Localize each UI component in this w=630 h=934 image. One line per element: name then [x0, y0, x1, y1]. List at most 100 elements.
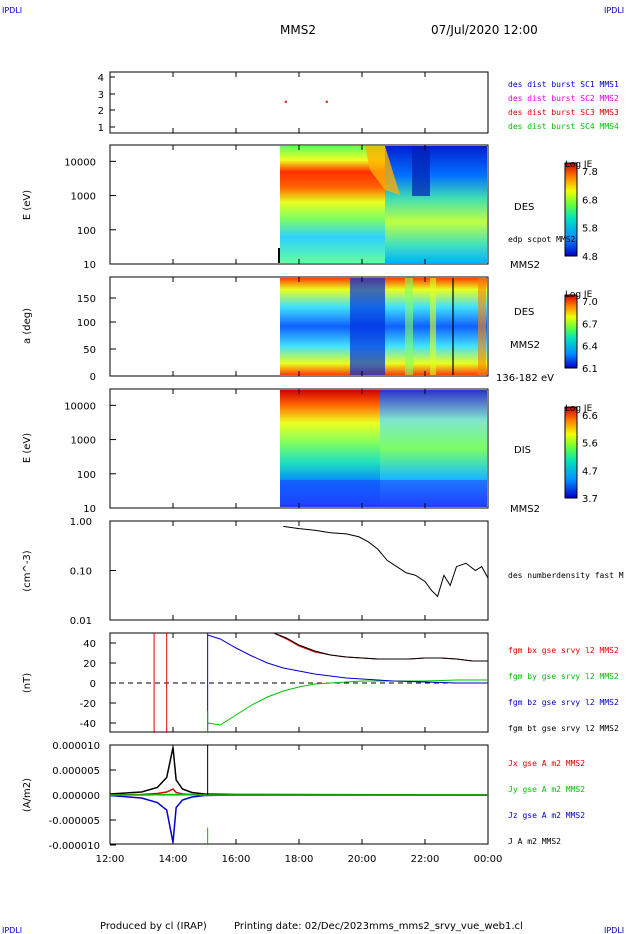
- footer-file-name: mms_mms2_srvy_vue_web1.cl: [369, 921, 523, 932]
- burst-legend-entry: des dist burst SC2 MMS2: [508, 94, 619, 103]
- dynamic-layer: 12:00 14:00 16:00 18:00 20:00 22:00 00:00 4 3 2 1 d…: [2, 72, 624, 934]
- x-tick-label: 14:00: [159, 854, 188, 865]
- current-legend-entry: Jz gse A m2 MMS2: [508, 811, 585, 820]
- corner-label-tr: IPDLI: [604, 6, 624, 15]
- bfield-series-line: [273, 632, 488, 662]
- y-tick-label: -0.000005: [49, 816, 100, 827]
- dis-energy-spectrogram: [280, 390, 487, 507]
- colorbar-tick-label: 6.6: [582, 411, 598, 422]
- y-tick-label: 10000: [64, 157, 96, 168]
- y-axis-label: (A/m2): [22, 778, 33, 812]
- bfield-legend-entry: fgm by gse srvy l2 MMS2: [508, 672, 619, 681]
- y-axis-label: (cm^-3): [22, 550, 33, 591]
- colorbar-tick-label: 7.8: [582, 167, 598, 178]
- colorbar-tick-label: 6.1: [582, 364, 598, 375]
- colorbar-tick-label: 7.0: [582, 297, 598, 308]
- x-tick-label: 00:00: [474, 854, 503, 865]
- page-datetime: 07/Jul/2020 12:00: [431, 23, 538, 37]
- colorbar-tick-label: 5.8: [582, 224, 598, 235]
- corner-label-bl: IPDLI: [2, 926, 22, 934]
- y-tick-label: 100: [77, 318, 96, 329]
- y-axis-label: E (eV): [22, 190, 33, 220]
- footer-printing-date: Printing date: 02/Dec/2023: [234, 921, 369, 932]
- colorbar-tick-label: 5.6: [582, 439, 598, 450]
- corner-label-br: IPDLI: [604, 926, 624, 934]
- species-label: DES: [514, 307, 534, 318]
- colorbar-tick-label: 4.8: [582, 252, 598, 263]
- spacecraft-label: MMS2: [510, 340, 540, 351]
- species-label: DES: [514, 202, 534, 213]
- y-tick-label: 1.00: [70, 517, 92, 528]
- bfield-legend-entry: fgm bx gse srvy l2 MMS2: [508, 646, 619, 655]
- y-tick-label: 2: [98, 106, 104, 117]
- y-tick-label: 0.000005: [52, 766, 100, 777]
- y-tick-label: 1000: [71, 436, 96, 447]
- burst-legend-entry: des dist burst SC1 MMS1: [508, 80, 619, 89]
- y-tick-label: 150: [77, 294, 96, 305]
- x-tick-label: 12:00: [96, 854, 125, 865]
- burst-mark: [284, 100, 287, 103]
- y-axis-label: a (deg): [22, 308, 33, 344]
- bfield-series-line: [207, 679, 488, 726]
- colorbar-title: Log JE: [565, 290, 593, 300]
- y-tick-label: -0.000010: [49, 841, 100, 852]
- y-tick-label: 10: [83, 260, 96, 271]
- y-tick-label: 0: [90, 372, 96, 383]
- des-pitch-colorbar: [564, 294, 578, 369]
- y-tick-label: 10000: [64, 401, 96, 412]
- x-tick-label: 16:00: [222, 854, 251, 865]
- bfield-legend-entry: fgm bt gse srvy l2 MMS2: [508, 724, 619, 733]
- colorbar-tick-label: 6.8: [582, 195, 598, 206]
- y-axis-label: (nT): [22, 673, 33, 693]
- species-label: DIS: [514, 445, 531, 456]
- y-tick-label: 0: [90, 679, 96, 690]
- bfield-series-line: [273, 632, 488, 662]
- des-energy-colorbar: [564, 162, 578, 257]
- dis-energy-colorbar: [564, 406, 578, 499]
- page-title: MMS2: [280, 23, 316, 37]
- burst-legend-entry: des dist burst SC3 MMS3: [508, 108, 619, 117]
- colorbar-tick-label: 4.7: [582, 466, 598, 477]
- panel-density-frame: [109, 520, 489, 621]
- current-series-line: [109, 747, 489, 796]
- x-tick-label: 20:00: [348, 854, 377, 865]
- y-tick-label: 0.000000: [52, 791, 100, 802]
- y-tick-label: 0.000010: [52, 741, 100, 752]
- y-tick-label: 100: [77, 226, 96, 237]
- y-tick-label: 20: [83, 659, 96, 670]
- y-tick-label: 0.01: [70, 616, 92, 627]
- corner-label-tl: IPDLI: [2, 6, 22, 15]
- burst-mark: [325, 100, 328, 103]
- y-tick-label: -20: [80, 699, 96, 710]
- y-tick-label: 1: [98, 123, 104, 134]
- energy-range-label: 136-182 eV: [496, 373, 554, 384]
- y-tick-label: 10: [83, 504, 96, 515]
- colorbar-title: Log JE: [565, 404, 593, 414]
- scpot-label: edp scpot MMS2: [508, 235, 576, 244]
- colorbar-tick-label: 6.4: [582, 342, 598, 353]
- current-legend-entry: J A m2 MMS2: [508, 837, 561, 846]
- colorbar-tick-label: 6.7: [582, 319, 598, 330]
- y-tick-label: 100: [77, 470, 96, 481]
- burst-legend-entry: des dist burst SC4 MMS4: [508, 122, 619, 131]
- bfield-legend-entry: fgm bz gse srvy l2 MMS2: [508, 698, 619, 707]
- colorbar-title: Log JE: [565, 160, 593, 170]
- current-series-line: [109, 794, 488, 843]
- footer-produced-by: Produced by cl (IRAP): [100, 921, 207, 932]
- y-tick-label: 4: [98, 73, 104, 84]
- current-legend-entry: Jx gse A m2 MMS2: [508, 759, 585, 768]
- x-tick-label: 22:00: [411, 854, 440, 865]
- y-tick-label: 50: [83, 345, 96, 356]
- current-legend-entry: Jy gse A m2 MMS2: [508, 785, 585, 794]
- colorbar-tick-label: 3.7: [582, 494, 598, 505]
- y-tick-label: 1000: [71, 192, 96, 203]
- bfield-series-line: [207, 634, 488, 684]
- spacecraft-label: MMS2: [510, 504, 540, 515]
- current-series-line: [110, 793, 488, 796]
- x-tick-label: 18:00: [285, 854, 314, 865]
- y-tick-label: -40: [80, 719, 96, 730]
- y-tick-label: 40: [83, 639, 96, 650]
- y-axis-label: E (eV): [22, 433, 33, 463]
- des-energy-spectrogram: [278, 146, 487, 263]
